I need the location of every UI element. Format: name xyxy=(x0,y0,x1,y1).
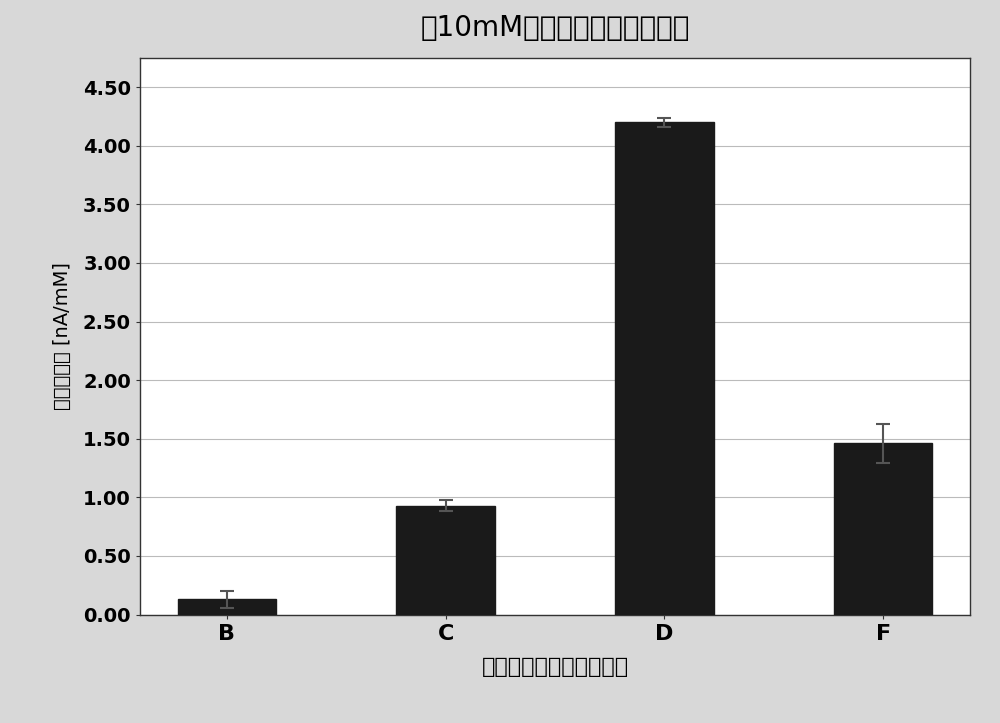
Bar xyxy=(615,122,714,615)
Bar xyxy=(834,443,932,615)
Bar xyxy=(396,505,495,615)
Title: 在10mM葡萄糖下的体外灵敏度: 在10mM葡萄糖下的体外灵敏度 xyxy=(420,14,690,42)
Y-axis label: 体外灵敏度 [nA/mM]: 体外灵敏度 [nA/mM] xyxy=(53,262,72,410)
Bar xyxy=(178,599,276,615)
X-axis label: 用于扩散层的嵌段共聚物: 用于扩散层的嵌段共聚物 xyxy=(481,657,629,677)
